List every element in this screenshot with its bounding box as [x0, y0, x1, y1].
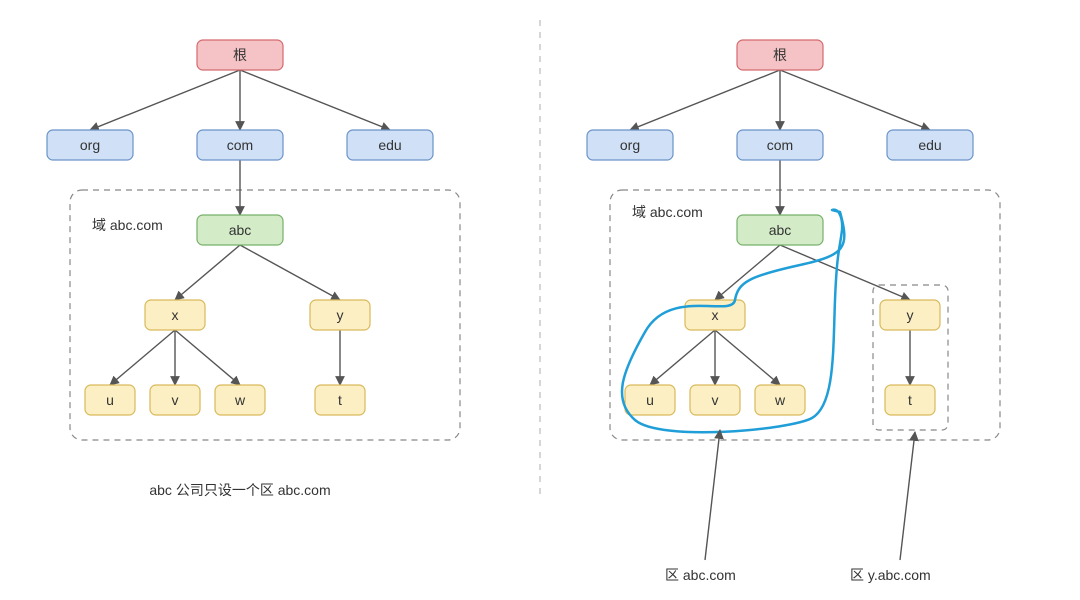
- node-label-x: x: [172, 307, 179, 323]
- node-label-y: y: [337, 307, 344, 323]
- edge: [650, 330, 715, 385]
- node-label-abc: abc: [229, 222, 252, 238]
- zone-abc-label: 区 abc.com: [665, 567, 736, 583]
- node-label-abc: abc: [769, 222, 792, 238]
- zone-abc-arrow: [705, 430, 720, 560]
- node-label-root: 根: [233, 47, 247, 63]
- node-label-org: org: [620, 137, 640, 153]
- edge: [90, 70, 240, 130]
- edge: [110, 330, 175, 385]
- edge: [175, 245, 240, 300]
- edge: [780, 70, 930, 130]
- edge: [715, 330, 780, 385]
- edge: [240, 245, 340, 300]
- left-caption: abc 公司只设一个区 abc.com: [149, 482, 330, 498]
- domain-label: 域 abc.com: [92, 217, 163, 233]
- node-label-v: v: [172, 392, 179, 408]
- node-label-edu: edu: [378, 137, 401, 153]
- node-label-u: u: [106, 392, 114, 408]
- node-label-y: y: [907, 307, 914, 323]
- node-label-v: v: [712, 392, 719, 408]
- node-label-root: 根: [773, 47, 787, 63]
- node-label-w: w: [774, 392, 786, 408]
- node-label-u: u: [646, 392, 654, 408]
- edge: [630, 70, 780, 130]
- edge: [175, 330, 240, 385]
- node-label-w: w: [234, 392, 246, 408]
- domain-label: 域 abc.com: [632, 204, 703, 220]
- node-label-t: t: [338, 392, 342, 408]
- edge: [780, 245, 910, 300]
- zone-y-label: 区 y.abc.com: [850, 567, 931, 583]
- node-label-edu: edu: [918, 137, 941, 153]
- zone-y-arrow: [900, 432, 915, 560]
- edge: [240, 70, 390, 130]
- node-label-t: t: [908, 392, 912, 408]
- node-label-com: com: [227, 137, 253, 153]
- node-label-x: x: [712, 307, 719, 323]
- node-label-com: com: [767, 137, 793, 153]
- dns-zone-diagram: 根 org com edu abc x y u v w t 域 abc.com abc 公司只设一个区 …: [0, 0, 1080, 600]
- node-label-org: org: [80, 137, 100, 153]
